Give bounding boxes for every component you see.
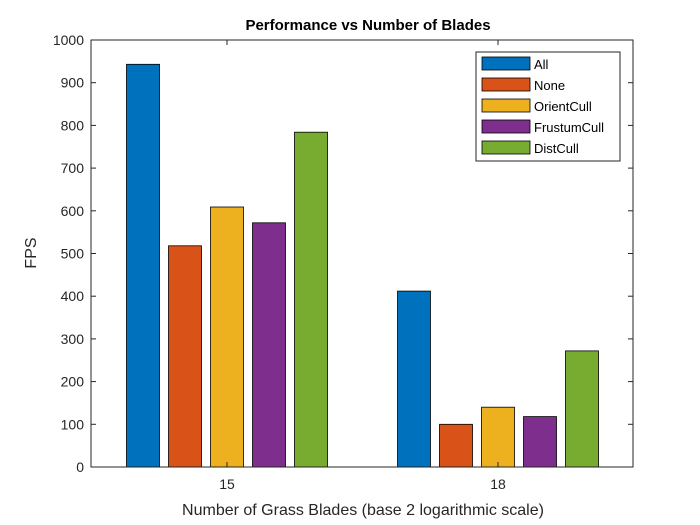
legend-swatch-distcull (481, 140, 531, 155)
bar-all-18 (397, 290, 431, 468)
y-tick-label: 700 (61, 160, 85, 176)
bar-orientcull-18 (481, 406, 515, 468)
legend-label-all: All (534, 57, 549, 72)
y-tick-label: 400 (61, 288, 85, 304)
legend-swatch-frustumcull (481, 119, 531, 134)
chart-title: Performance vs Number of Blades (245, 17, 490, 34)
y-tick-label: 900 (61, 75, 85, 91)
axes-group: 0 100 200 300 400 500 600 700 800 900 1000 15 18 (53, 32, 634, 492)
y-tick-label: 1000 (53, 32, 84, 48)
bar-distcull-18 (565, 350, 599, 468)
y-axis-label: FPS (23, 237, 40, 268)
x-tick-label: 18 (490, 476, 506, 492)
legend-label-none: None (534, 78, 565, 93)
bar-none-18 (439, 423, 473, 468)
y-tick-label: 200 (61, 374, 85, 390)
x-axis-label: Number of Grass Blades (base 2 logarithm… (182, 502, 544, 519)
bar-none-15 (168, 245, 202, 468)
legend-swatch-orientcull (481, 98, 531, 113)
legend-label-distcull: DistCull (534, 141, 579, 156)
y-tick-label: 0 (76, 459, 84, 475)
y-tick-label: 500 (61, 246, 85, 262)
legend-label-frustumcull: FrustumCull (534, 120, 604, 135)
legend-swatch-none (481, 77, 531, 92)
legend-swatch-all (481, 56, 531, 71)
bar-orientcull-15 (210, 206, 244, 468)
bar-frustumcull-18 (523, 416, 557, 468)
bar-frustumcull-15 (252, 222, 286, 468)
y-tick-label: 800 (61, 117, 85, 133)
bar-all-15 (126, 63, 160, 468)
x-tick-label: 15 (219, 476, 235, 492)
bars-group (126, 63, 599, 468)
bar-distcull-15 (294, 131, 328, 468)
legend-label-orientcull: OrientCull (534, 99, 592, 114)
y-tick-label: 100 (61, 416, 85, 432)
legend: All None OrientCull FrustumCull DistCull (475, 51, 621, 162)
y-tick-label: 600 (61, 203, 85, 219)
y-tick-label: 300 (61, 331, 85, 347)
